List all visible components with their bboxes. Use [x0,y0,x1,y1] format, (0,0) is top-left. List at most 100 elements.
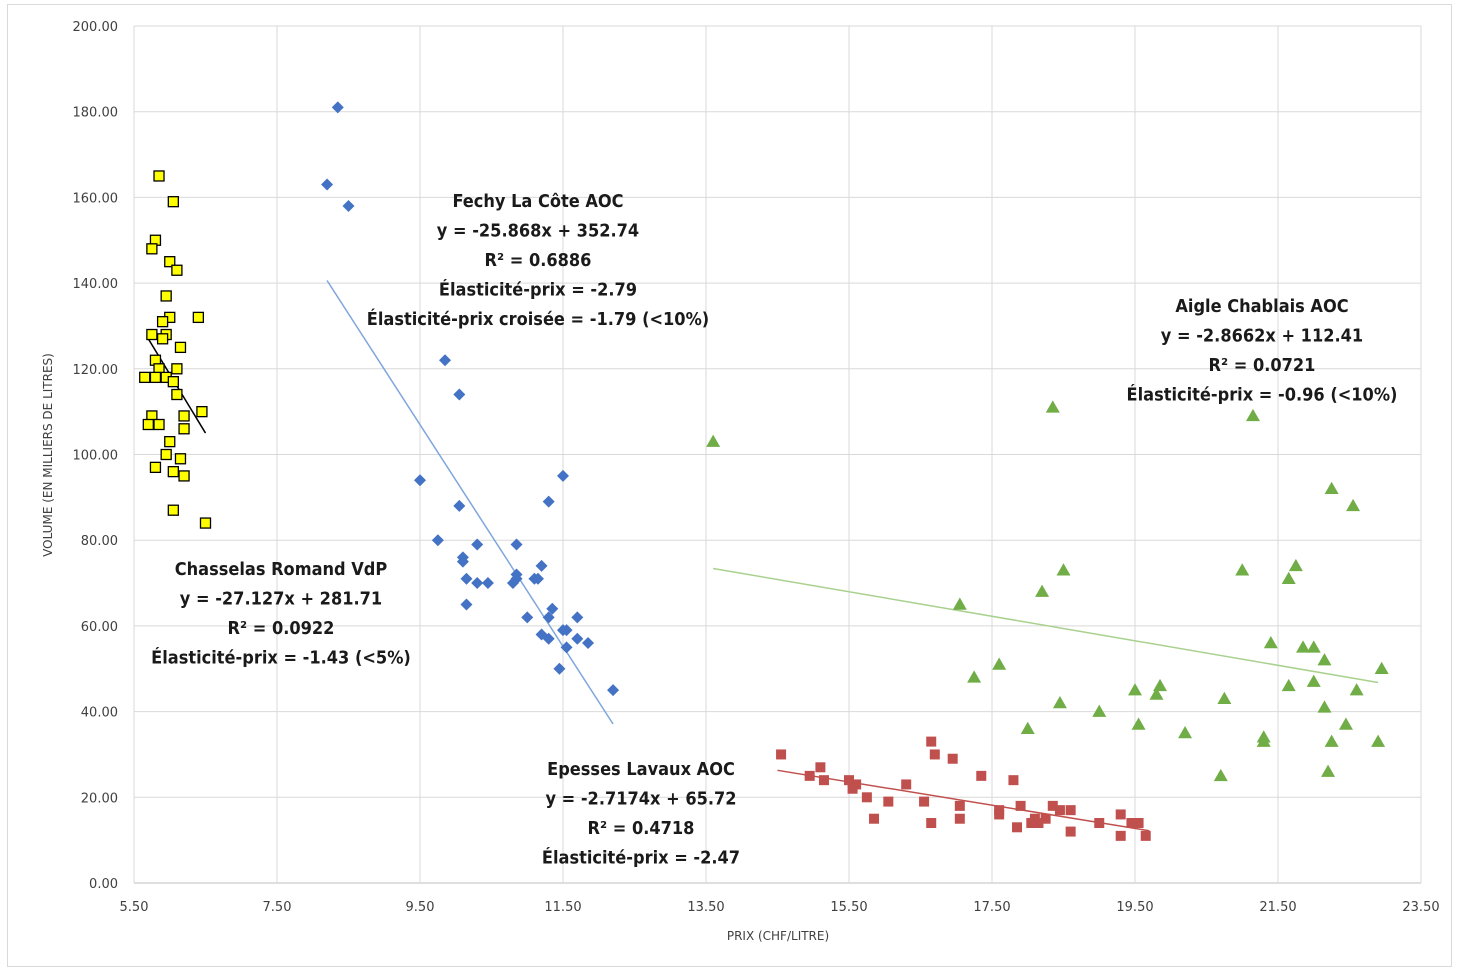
y-tick-label: 40.00 [81,706,118,721]
aigle-chablais-aoc-point [706,434,721,447]
aigle-chablais-aoc-point [1317,700,1332,713]
fechy-la-c-te-aoc-point [321,178,334,191]
epesses-lavaux-aoc-point [926,736,937,747]
aigle-chablais-aoc-point [1245,408,1260,422]
epesses-lavaux-aoc-trendline [777,769,1150,832]
chasselas-romand-vdp-point [167,376,179,388]
chasselas-romand-vdp-annotation-line: Chasselas Romand VdP [175,559,388,580]
epesses-lavaux-aoc-point [804,770,815,781]
fechy-la-c-te-aoc-point [582,637,595,650]
epesses-lavaux-aoc-point [1040,813,1051,824]
x-tick-label: 9.50 [406,900,435,915]
aigle-chablais-aoc-point [1374,661,1389,674]
fechy-la-c-te-aoc-annotation-line: R² = 0.6886 [485,250,592,271]
x-tick-label: 15.50 [830,900,867,915]
chasselas-romand-vdp-point [178,470,190,482]
fechy-la-c-te-aoc-point [331,101,344,114]
epesses-lavaux-aoc-point [976,770,987,781]
aigle-chablais-aoc-point [1213,768,1228,782]
epesses-lavaux-aoc-point [815,762,826,773]
chasselas-romand-vdp-point [153,170,165,182]
fechy-la-c-te-aoc-point [553,662,566,675]
aigle-chablais-aoc-point [1217,691,1232,704]
chasselas-romand-vdp-annotation-line: y = -27.127x + 281.71 [180,589,382,610]
chasselas-romand-vdp-point [156,333,169,345]
epesses-lavaux-aoc-point [861,792,872,803]
aigle-chablais-aoc-point [1149,687,1164,700]
epesses-lavaux-aoc-annotation: Epesses Lavaux AOC y = -2.7174x + 65.72 R²… [542,759,740,869]
y-tick-label: 20.00 [81,791,118,806]
epesses-lavaux-aoc-point [1008,775,1019,786]
aigle-chablais-aoc-point [1324,734,1339,747]
aigle-chablais-aoc-annotation: Aigle Chablais AOC y = -2.8662x + 112.41 R… [1127,296,1398,406]
epesses-lavaux-aoc-point [776,749,787,760]
fechy-la-c-te-aoc-point [542,495,555,508]
epesses-lavaux-aoc-point [818,775,829,786]
aigle-chablais-aoc-point [1281,571,1296,585]
y-tick-label: 120.00 [73,363,119,378]
x-axis-title: PRIX (CHF/LITRE) [727,929,829,943]
chasselas-romand-vdp-point [153,418,165,431]
chasselas-romand-vdp-point [167,504,179,516]
epesses-lavaux-aoc-point [1115,809,1126,820]
epesses-lavaux-aoc-point [1047,800,1058,811]
fechy-la-c-te-aoc-point [506,577,519,590]
x-tick-label: 7.50 [263,900,292,915]
y-tick-label: 180.00 [73,106,119,121]
epesses-lavaux-aoc-point [919,796,930,807]
chasselas-romand-vdp-point [149,461,162,474]
epesses-lavaux-aoc-point [1054,805,1065,816]
y-axis-title: VOLUME (EN MILLIERS DE LITRES) [41,353,55,557]
aigle-chablais-aoc-point [1371,734,1386,747]
aigle-chablais-aoc-point [1035,584,1050,597]
aigle-chablais-aoc-trendline [713,567,1379,684]
chasselas-romand-vdp-point [156,316,169,328]
chasselas-romand-vdp-annotation: Chasselas Romand VdP y = -27.127x + 281.7… [151,559,411,669]
fechy-la-c-te-aoc-point [460,572,473,585]
chasselas-romand-vdp-point [142,418,154,431]
chasselas-romand-vdp-point [178,423,190,435]
aigle-chablais-aoc-point [1321,764,1336,777]
aigle-chablais-aoc-point [1045,400,1060,413]
aigle-chablais-aoc-annotation-line: Aigle Chablais AOC [1175,296,1348,317]
x-tick-label: 5.50 [120,900,149,915]
fechy-la-c-te-aoc-annotation-line: Fechy La Côte AOC [452,191,623,212]
epesses-lavaux-aoc-point [954,800,965,811]
aigle-chablais-aoc-point [1349,683,1364,696]
fechy-la-c-te-aoc-point [560,641,573,654]
chasselas-romand-vdp-point [164,256,176,268]
chasselas-romand-vdp-point [149,371,162,384]
chasselas-romand-vdp-point [196,405,208,418]
aigle-chablais-aoc-point [1306,640,1321,653]
fechy-la-c-te-aoc-point [560,624,573,637]
chasselas-romand-vdp-point [164,435,176,448]
chasselas-romand-vdp-point [171,264,183,276]
fechy-la-c-te-aoc-point [456,555,469,568]
epesses-lavaux-aoc-annotation-line: Epesses Lavaux AOC [547,759,735,780]
epesses-lavaux-aoc-annotation-line: R² = 0.4718 [588,818,695,839]
fechy-la-c-te-aoc-annotation-line: y = -25.868x + 352.74 [437,221,639,242]
x-tick-label: 21.50 [1259,900,1296,915]
aigle-chablais-aoc-point [1338,717,1353,730]
aigle-chablais-aoc-point [1092,704,1107,717]
chasselas-romand-vdp-point [178,410,190,422]
epesses-lavaux-aoc-point [947,753,958,764]
aigle-chablais-aoc-point [967,670,982,683]
aigle-chablais-aoc-point [1256,734,1271,747]
epesses-lavaux-aoc-point [1065,805,1076,816]
fechy-la-c-te-aoc-point [510,538,523,551]
chasselas-romand-vdp-point [139,371,151,384]
chasselas-romand-vdp-point [199,517,212,529]
fechy-la-c-te-aoc-point [481,577,494,590]
epesses-lavaux-aoc-point [954,813,965,824]
aigle-chablais-aoc-point [1281,678,1296,692]
epesses-lavaux-aoc-annotation-line: y = -2.7174x + 65.72 [545,789,736,810]
chasselas-romand-vdp-point [146,243,158,255]
x-tick-label: 19.50 [1116,900,1153,915]
epesses-lavaux-aoc-annotation-line: Élasticité-prix = -2.47 [542,847,740,869]
aigle-chablais-aoc-annotation-line: Élasticité-prix = -0.96 (<10%) [1127,384,1398,406]
fechy-la-c-te-aoc-annotation: Fechy La Côte AOC y = -25.868x + 352.74 R²… [367,191,709,330]
epesses-lavaux-aoc-point [926,818,937,829]
chasselas-romand-vdp-point [160,448,172,461]
